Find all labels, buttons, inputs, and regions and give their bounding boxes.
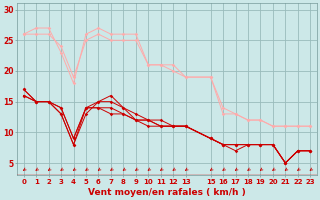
- X-axis label: Vent moyen/en rafales ( km/h ): Vent moyen/en rafales ( km/h ): [88, 188, 246, 197]
